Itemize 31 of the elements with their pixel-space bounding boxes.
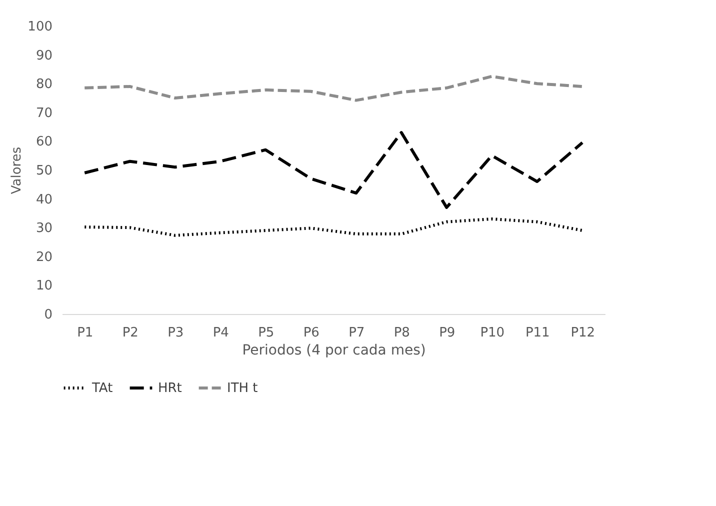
legend-label: ITH t [227,381,258,396]
y-tick-label: 10 [36,278,52,294]
line-series [83,131,584,209]
x-tick-label: P4 [212,326,229,340]
x-tick-label: P7 [348,326,365,340]
y-tick-label: 70 [36,106,52,121]
y-tick-label: 40 [36,192,52,208]
y-tick-label: 20 [36,250,52,265]
x-tick-label: P3 [168,326,184,340]
x-tick-label: P2 [122,326,138,340]
x-tick-label: P10 [480,326,505,340]
y-tick-label: 60 [36,134,52,150]
legend-label: HRt [158,381,182,396]
x-tick-label: P8 [394,326,410,340]
y-tick-label: 90 [36,48,52,64]
legend-label: TAt [91,381,113,396]
y-axis-title: Valores [10,146,25,194]
x-tick-label: P6 [303,326,320,340]
line-series [83,217,584,237]
y-tick-label: 0 [44,308,52,322]
y-tick-label: 100 [28,20,52,34]
y-tick-label: 30 [36,221,52,236]
x-tick-label: P5 [258,326,274,340]
y-tick-label: 50 [36,164,52,178]
line-series [83,74,584,102]
x-axis-title: Periodos (4 por cada mes) [242,342,426,358]
x-tick-label: P12 [570,326,596,340]
x-tick-label: P1 [77,326,94,340]
x-tick-label: P11 [525,326,550,340]
x-tick-label: P9 [439,326,456,340]
y-tick-label: 80 [36,77,52,92]
